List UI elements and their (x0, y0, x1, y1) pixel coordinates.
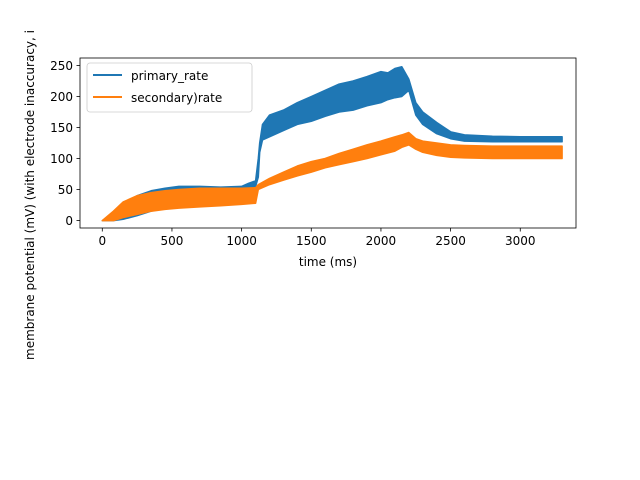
x-tick-label: 500 (161, 234, 184, 248)
y-tick-label: 250 (50, 59, 73, 73)
y-tick-label: 150 (50, 121, 73, 135)
legend-frame (86, 62, 253, 113)
x-axis-label: time (ms) (299, 255, 357, 269)
series-band-secondary-rate (101, 131, 563, 222)
legend-label-secondary: secondary)rate (131, 91, 222, 105)
x-tick-label: 0 (98, 234, 106, 248)
x-tick-label: 2500 (435, 234, 466, 248)
plot-frame (79, 57, 577, 229)
x-tick-label: 1000 (226, 234, 257, 248)
y-tick-label: 100 (50, 152, 73, 166)
y-axis: 0 50 100 150 200 250 (50, 59, 80, 228)
x-axis: 0 500 1000 1500 2000 2500 3000 (98, 228, 536, 248)
x-tick-label: 2000 (366, 234, 397, 248)
y-tick-label: 0 (65, 214, 73, 228)
x-tick-label: 3000 (505, 234, 536, 248)
y-tick-label: 50 (58, 183, 73, 197)
x-tick-label: 1500 (296, 234, 327, 248)
plot-area (101, 65, 563, 222)
legend: primary_rate secondary)rate (86, 62, 253, 113)
legend-label-primary: primary_rate (131, 69, 208, 83)
y-axis-label: membrane potential (mV) (with electrode … (23, 30, 37, 360)
y-tick-label: 200 (50, 90, 73, 104)
